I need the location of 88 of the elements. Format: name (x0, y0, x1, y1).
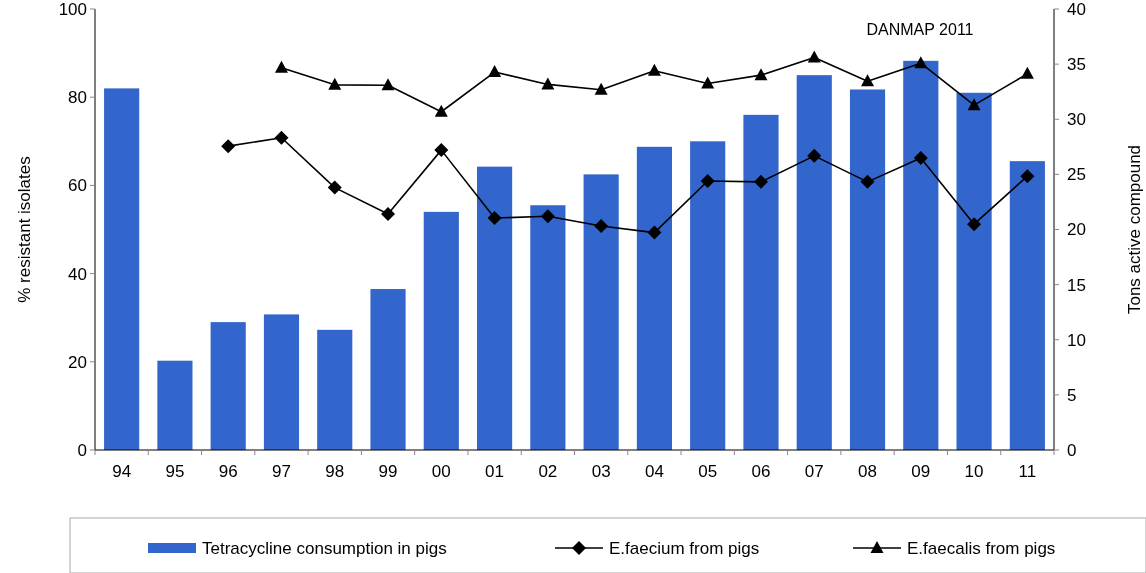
y2-tick-label: 5 (1067, 385, 1077, 405)
bar (690, 141, 726, 450)
point (274, 130, 289, 145)
x-tick-label: 09 (911, 462, 931, 481)
y2-tick-label: 30 (1067, 110, 1086, 130)
x-tick-label: 02 (538, 462, 558, 481)
point (434, 143, 449, 158)
y-tick-label: 0 (77, 440, 87, 460)
x-tick-label: 03 (591, 462, 611, 481)
bar (903, 60, 939, 450)
point (381, 78, 395, 91)
point (540, 209, 555, 224)
y-tick-label: 60 (68, 176, 87, 196)
x-tick-label: 95 (165, 462, 185, 481)
y2-tick-label: 10 (1067, 330, 1086, 350)
y2-tick-label: 20 (1067, 220, 1086, 240)
x-tick-label: 08 (858, 462, 877, 481)
x-tick-label: 99 (378, 462, 398, 481)
point (701, 76, 715, 89)
x-tick-label: 05 (698, 462, 718, 481)
bar (317, 329, 353, 450)
point (754, 68, 768, 81)
point (1020, 169, 1035, 184)
point (434, 104, 448, 117)
y2-tick-label: 35 (1067, 55, 1086, 75)
point (860, 174, 875, 189)
point (594, 82, 608, 95)
bar (210, 322, 246, 450)
point (274, 60, 288, 73)
legend-label: E.faecium from pigs (609, 538, 760, 558)
annotation: DANMAP 2011 (866, 21, 974, 38)
bar (370, 289, 406, 450)
legend-label: Tetracycline consumption in pigs (202, 538, 447, 558)
legend-label: E.faecalis from pigs (907, 538, 1056, 558)
bar (530, 205, 566, 450)
bar (743, 114, 779, 450)
point (541, 77, 555, 90)
y-axis-title: % resistant isolates (15, 156, 34, 303)
point (967, 98, 981, 111)
bar (104, 88, 140, 450)
x-tick-label: 94 (112, 462, 132, 481)
x-tick-label: 11 (1018, 462, 1037, 481)
point (700, 173, 715, 188)
y2-tick-label: 0 (1067, 440, 1077, 460)
point (807, 50, 821, 63)
x-tick-label: 98 (325, 462, 345, 481)
y2-tick-label: 25 (1067, 165, 1086, 185)
bar (849, 89, 886, 450)
x-tick-label: 10 (964, 462, 984, 481)
bar (583, 174, 619, 450)
point (807, 148, 822, 163)
point (913, 151, 928, 166)
point (328, 77, 342, 90)
y-tick-label: 100 (58, 0, 87, 19)
x-tick-label: 00 (431, 462, 451, 481)
bar (423, 211, 459, 450)
y-tick-label: 80 (68, 88, 87, 108)
y2-axis-title: Tons active compound (1125, 144, 1144, 315)
point (1020, 66, 1034, 79)
point (488, 65, 502, 78)
point (221, 139, 236, 154)
bar (636, 146, 672, 450)
x-tick-label: 96 (218, 462, 238, 481)
point (914, 56, 928, 69)
bar (1009, 161, 1045, 450)
y-tick-label: 20 (68, 352, 87, 372)
x-tick-label: 04 (644, 462, 664, 481)
point (753, 174, 768, 189)
point (647, 63, 661, 76)
x-tick-label: 07 (804, 462, 824, 481)
bar (796, 75, 832, 450)
bar (956, 92, 992, 450)
point (487, 211, 502, 226)
bar (263, 314, 300, 450)
point (381, 207, 396, 222)
point (327, 180, 342, 195)
y2-tick-label: 15 (1067, 275, 1086, 295)
point (967, 217, 982, 232)
point (594, 218, 609, 233)
x-tick-label: 06 (751, 462, 771, 481)
y-tick-label: 40 (68, 264, 87, 284)
point (647, 225, 662, 240)
x-tick-label: 01 (485, 462, 505, 481)
y2-tick-label: 40 (1067, 0, 1086, 19)
bar (477, 166, 513, 450)
x-tick-label: 97 (272, 462, 291, 481)
point (861, 74, 875, 87)
bar (157, 360, 193, 450)
